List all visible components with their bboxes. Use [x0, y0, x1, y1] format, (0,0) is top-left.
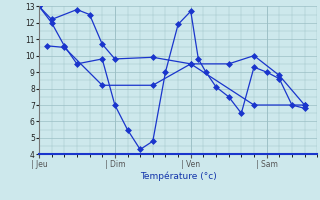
X-axis label: Température (°c): Température (°c) [140, 172, 216, 181]
